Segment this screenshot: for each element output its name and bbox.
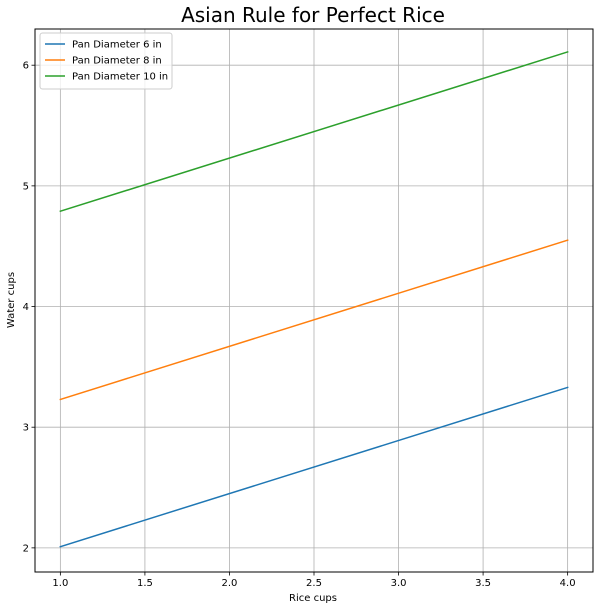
y-tick-label: 5 (23, 181, 29, 192)
x-tick-label: 3.0 (391, 578, 407, 589)
x-tick-label: 4.0 (560, 578, 576, 589)
x-tick-label: 1.0 (52, 578, 68, 589)
series-line (59, 239, 569, 401)
y-tick-label: 2 (23, 543, 29, 554)
y-tick-label: 4 (23, 302, 29, 313)
y-axis-label: Water cups (6, 272, 17, 328)
series-line (59, 50, 569, 213)
x-tick-label: 3.5 (475, 578, 491, 589)
legend-label: Pan Diameter 10 in (72, 72, 168, 83)
chart-title: Asian Rule for Perfect Rice (181, 3, 445, 27)
x-tick-label: 1.5 (137, 578, 153, 589)
series-lines (59, 50, 569, 548)
x-tick-label: 2.5 (306, 578, 322, 589)
grid-lines (35, 29, 593, 572)
legend-label: Pan Diameter 6 in (72, 40, 162, 51)
legend-label: Pan Diameter 8 in (72, 56, 162, 67)
x-tick-label: 2.0 (222, 578, 238, 589)
y-tick-label: 3 (23, 423, 29, 434)
x-axis-label: Rice cups (289, 593, 337, 604)
y-tick-label: 6 (23, 61, 29, 72)
series-line (59, 386, 569, 548)
axis-ticks: 1.0 1.5 2.0 2.5 3.0 3.5 4.0 2 3 4 5 6 (23, 61, 576, 589)
legend: Pan Diameter 6 in Pan Diameter 8 in Pan Di… (39, 32, 173, 90)
legend-box (39, 32, 173, 90)
